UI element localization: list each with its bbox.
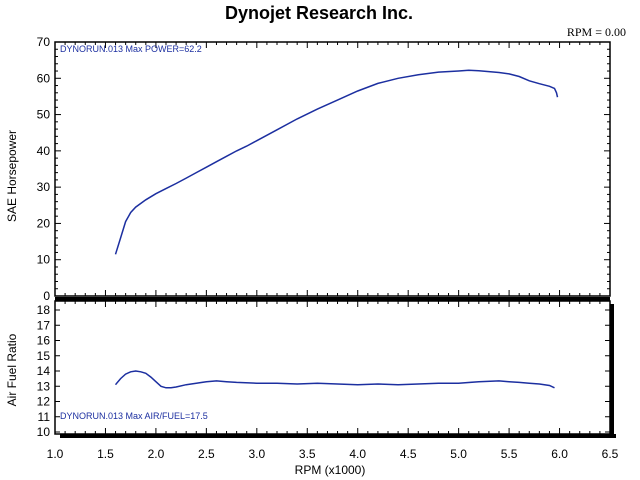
afr-series-line [114, 370, 555, 389]
hp-y-tick-label: 0 [43, 289, 50, 303]
afr-y-tick-label: 12 [37, 395, 51, 409]
afr-y-tick-label: 16 [37, 334, 51, 348]
afr-tick-marks [54, 301, 611, 434]
afr-y-tick-label: 17 [37, 318, 51, 332]
hp-y-tick-label: 30 [37, 180, 51, 194]
x-tick-label: 1.0 [47, 447, 64, 461]
x-tick-label: 2.5 [198, 447, 215, 461]
rpm-readout: RPM = 0.00 [567, 25, 626, 39]
afr-y-tick-label: 10 [37, 425, 51, 439]
afr-annotation: DYNORUN.013 Max AIR/FUEL=17.5 [60, 411, 208, 421]
hp-y-tick-label: 70 [37, 35, 51, 49]
x-tick-label: 6.5 [602, 447, 619, 461]
hp-y-tick-label: 20 [37, 216, 51, 230]
hp-y-tick-label: 50 [37, 108, 51, 122]
x-axis-label: RPM (x1000) [295, 463, 366, 477]
hp-y-tick-labels: 0 10 20 30 40 50 60 70 [37, 35, 51, 303]
x-tick-label: 5.0 [450, 447, 467, 461]
afr-y-tick-label: 14 [37, 364, 51, 378]
hp-y-tick-label: 60 [37, 71, 51, 85]
x-tick-label: 3.5 [299, 447, 316, 461]
hp-annotation: DYNORUN.013 Max POWER=62.2 [60, 44, 202, 54]
afr-right-shadow [610, 304, 614, 438]
x-tick-label: 4.5 [400, 447, 417, 461]
hp-y-tick-label: 40 [37, 144, 51, 158]
hp-y-tick-label: 10 [37, 253, 51, 267]
x-tick-label: 6.0 [551, 447, 568, 461]
x-tick-label: 2.0 [148, 447, 165, 461]
hp-tick-marks [54, 41, 611, 297]
x-tick-labels: 1.0 1.5 2.0 2.5 3.0 3.5 4.0 4.5 5.0 5.5 6.0 6.5 [47, 447, 619, 461]
hp-plot-frame [54, 41, 611, 297]
afr-y-tick-label: 13 [37, 379, 51, 393]
afr-y-tick-label: 18 [37, 303, 51, 317]
afr-y-tick-label: 15 [37, 349, 51, 363]
afr-y-axis-label: Air Fuel Ratio [5, 333, 19, 406]
chart-title: Dynojet Research Inc. [225, 3, 413, 23]
afr-bottom-shadow [60, 434, 616, 438]
x-tick-label: 5.5 [501, 447, 518, 461]
panel-divider [55, 297, 610, 301]
hp-y-axis-label: SAE Horsepower [5, 130, 19, 222]
afr-y-tick-label: 11 [38, 410, 51, 424]
x-tick-label: 3.0 [248, 447, 265, 461]
hp-series-line [114, 69, 559, 255]
x-tick-label: 4.0 [349, 447, 366, 461]
x-tick-label: 1.5 [97, 447, 114, 461]
